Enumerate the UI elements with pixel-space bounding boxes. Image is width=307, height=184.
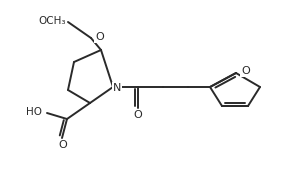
- Text: O: O: [95, 32, 104, 42]
- Text: HO: HO: [26, 107, 42, 117]
- Text: OCH₃: OCH₃: [38, 16, 66, 26]
- Text: O: O: [59, 140, 67, 150]
- Text: O: O: [134, 110, 142, 120]
- Text: O: O: [241, 66, 250, 76]
- Text: N: N: [113, 83, 121, 93]
